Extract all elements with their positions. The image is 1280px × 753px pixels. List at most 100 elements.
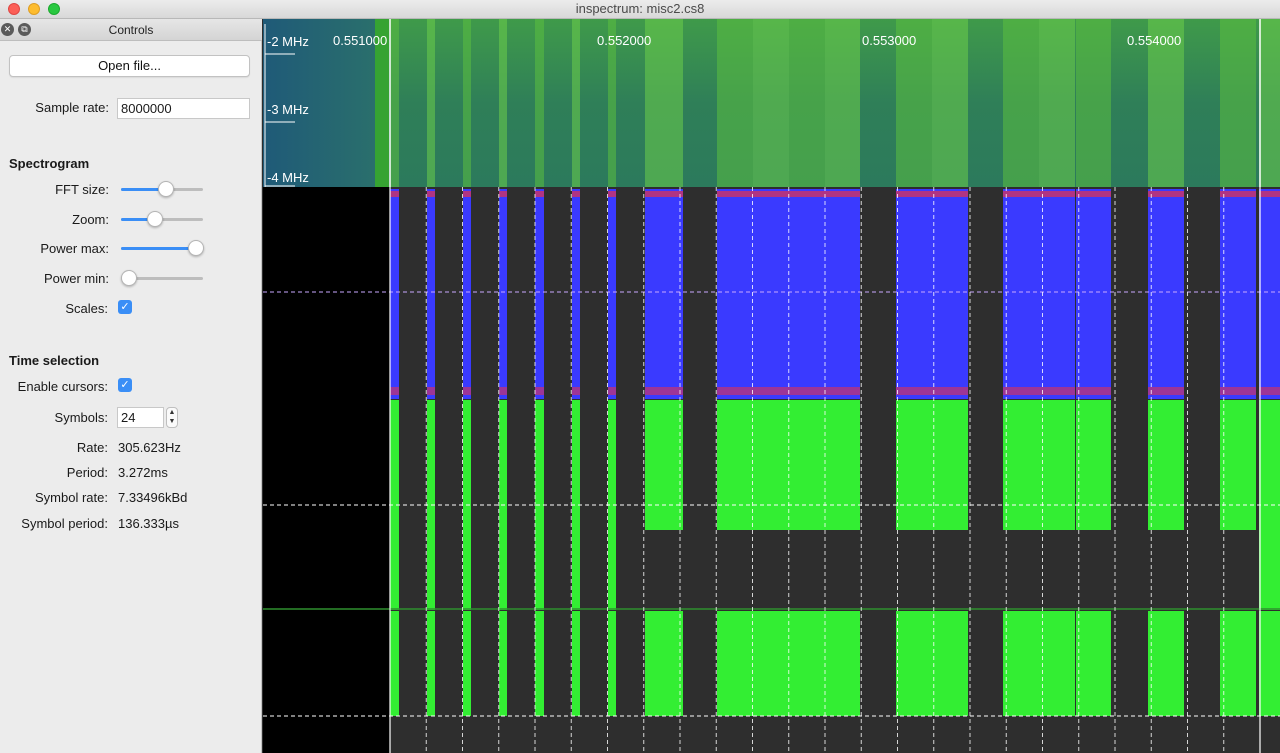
- amplitude-burst: [896, 400, 932, 530]
- phase-burst: [789, 189, 825, 399]
- phase-burst-edge: [932, 387, 968, 395]
- phase-burst: [390, 189, 399, 399]
- chevron-down-icon[interactable]: ▼: [168, 418, 176, 425]
- phase-burst-edge: [572, 191, 580, 197]
- zoom-label: Zoom:: [72, 212, 109, 227]
- freq-label-2mhz: -2 MHz: [267, 34, 309, 49]
- threshold-burst: [499, 611, 507, 716]
- phase-burst-edge: [608, 387, 616, 395]
- amplitude-burst-tail: [608, 530, 616, 610]
- threshold-burst: [789, 611, 825, 716]
- zoom-slider-handle[interactable]: [147, 211, 163, 227]
- symbol-rate-label: Symbol rate:: [35, 490, 108, 505]
- enable-cursors-checkbox[interactable]: ✓: [118, 378, 132, 392]
- spectrogram-burst: [1003, 19, 1039, 187]
- phase-burst-edge: [825, 191, 860, 197]
- window-titlebar: inspectrum: misc2.cs8: [0, 0, 1280, 19]
- phase-burst: [825, 189, 860, 399]
- window-title: inspectrum: misc2.cs8: [575, 1, 705, 16]
- amplitude-burst: [1076, 400, 1111, 530]
- window-minimize-button[interactable]: [28, 3, 40, 15]
- spectrogram-burst: [825, 19, 860, 187]
- plot-canvas[interactable]: [263, 19, 1280, 753]
- phase-burst-edge: [825, 387, 860, 395]
- amplitude-burst-tail: [499, 530, 507, 610]
- symbols-label: Symbols:: [54, 410, 108, 425]
- spectrogram-stripes: [390, 19, 1280, 187]
- phase-burst-edge: [1148, 387, 1184, 395]
- phase-burst-edge: [932, 191, 968, 197]
- float-icon[interactable]: ⧉: [18, 23, 31, 36]
- amplitude-burst-tail: [572, 530, 580, 610]
- phase-burst-edge: [1259, 387, 1280, 395]
- phase-burst-edge: [1220, 387, 1256, 395]
- spectrogram-burst: [427, 19, 435, 187]
- window-maximize-button[interactable]: [48, 3, 60, 15]
- amplitude-burst-tail: [463, 530, 471, 610]
- fft-size-slider-handle[interactable]: [158, 181, 174, 197]
- spectrogram-burst: [572, 19, 580, 187]
- amplitude-burst: [1259, 400, 1280, 530]
- spectrogram-noise-region: [263, 19, 375, 187]
- threshold-burst: [427, 611, 435, 716]
- phase-burst: [645, 189, 683, 399]
- fft-size-slider[interactable]: [121, 181, 203, 197]
- time-label-1: 0.552000: [597, 33, 652, 48]
- symbol-cursors[interactable]: [389, 19, 1261, 753]
- threshold-burst: [1220, 611, 1256, 716]
- power-max-label: Power max:: [40, 241, 109, 256]
- threshold-burst: [390, 611, 399, 716]
- power-max-slider-handle[interactable]: [188, 240, 204, 256]
- phase-burst-edge: [1039, 191, 1075, 197]
- chevron-up-icon[interactable]: ▲: [168, 409, 176, 416]
- spectrogram-burst: [1039, 19, 1075, 187]
- symbol-period-label: Symbol period:: [21, 516, 108, 531]
- spectrogram-burst: [753, 19, 789, 187]
- symbols-spinbox[interactable]: 24: [117, 407, 164, 428]
- power-min-slider-handle[interactable]: [121, 270, 137, 286]
- phase-burst-edge: [427, 387, 435, 395]
- spectrogram-burst: [789, 19, 825, 187]
- phase-burst-edge: [717, 191, 753, 197]
- phase-burst-edge: [427, 191, 435, 197]
- phase-burst: [1039, 189, 1075, 399]
- power-max-slider[interactable]: [121, 240, 204, 256]
- open-file-button[interactable]: Open file...: [9, 55, 250, 77]
- phase-burst-edge: [390, 387, 399, 395]
- amplitude-burst: [753, 400, 789, 530]
- sample-rate-input[interactable]: 8000000: [117, 98, 250, 119]
- amplitude-burst: [1220, 400, 1256, 530]
- spectrogram-burst: [1148, 19, 1184, 187]
- amplitude-burst: [1039, 400, 1075, 530]
- threshold-burst: [896, 611, 932, 716]
- phase-burst: [717, 189, 753, 399]
- threshold-burst: [535, 611, 544, 716]
- phase-burst-edge: [753, 387, 789, 395]
- spectrogram-burst: [499, 19, 507, 187]
- signal-view[interactable]: -2 MHz -3 MHz -4 MHz 0.551000 0.552000 0…: [263, 19, 1280, 753]
- phase-burst-edge: [1148, 191, 1184, 197]
- zoom-slider[interactable]: [121, 211, 203, 227]
- symbols-stepper[interactable]: ▲ ▼: [166, 407, 178, 428]
- symbol-period-value: 136.333µs: [118, 516, 179, 531]
- phase-burst: [499, 189, 507, 399]
- window-close-button[interactable]: [8, 3, 20, 15]
- spectrogram-burst: [535, 19, 544, 187]
- power-min-label: Power min:: [43, 271, 109, 286]
- spectrogram-burst: [390, 19, 399, 187]
- scales-checkbox[interactable]: ✓: [118, 300, 132, 314]
- amplitude-burst: [427, 400, 435, 530]
- phase-burst-edge: [645, 387, 683, 395]
- phase-burst-edge: [1003, 191, 1039, 197]
- phase-burst-edge: [499, 191, 507, 197]
- amplitude-burst: [717, 400, 753, 530]
- empty-trace-region: [263, 187, 390, 753]
- power-min-slider[interactable]: [121, 270, 203, 286]
- time-label-0: 0.551000: [333, 33, 388, 48]
- time-selection-heading: Time selection: [9, 353, 100, 368]
- phase-burst: [1259, 189, 1280, 399]
- phase-burst-edge: [717, 387, 753, 395]
- amplitude-burst: [932, 400, 968, 530]
- close-icon[interactable]: ✕: [1, 23, 14, 36]
- phase-burst-edge: [499, 387, 507, 395]
